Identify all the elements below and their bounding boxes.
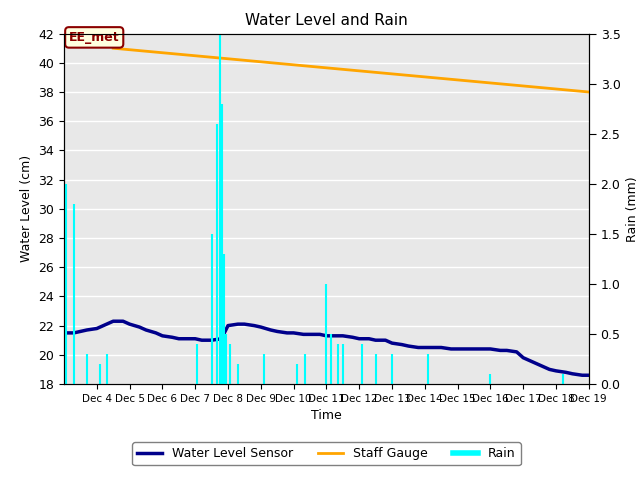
Title: Water Level and Rain: Water Level and Rain bbox=[245, 13, 408, 28]
Legend: Water Level Sensor, Staff Gauge, Rain: Water Level Sensor, Staff Gauge, Rain bbox=[132, 443, 521, 465]
X-axis label: Time: Time bbox=[311, 409, 342, 422]
Text: EE_met: EE_met bbox=[69, 31, 120, 44]
Y-axis label: Water Level (cm): Water Level (cm) bbox=[20, 155, 33, 263]
Y-axis label: Rain (mm): Rain (mm) bbox=[626, 176, 639, 241]
